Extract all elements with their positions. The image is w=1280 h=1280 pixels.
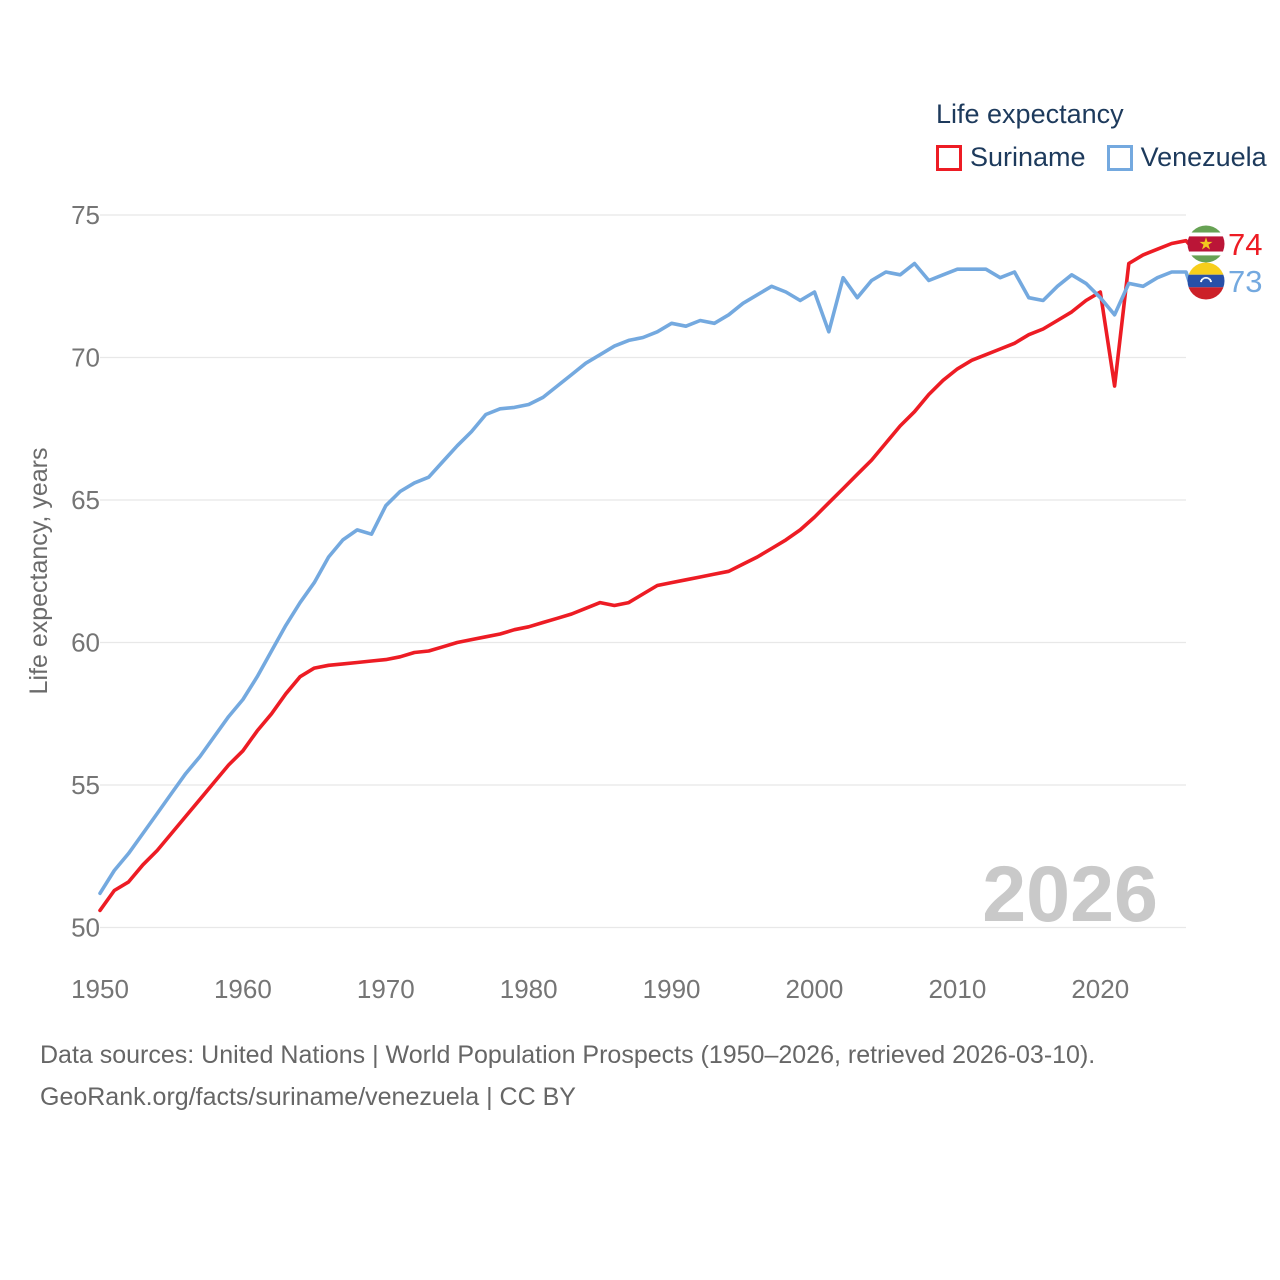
x-tick-label: 1970 [357,974,415,1004]
x-tick-label: 2000 [786,974,844,1004]
venezuela-end-value: 73 [1228,264,1262,299]
x-tick-label: 1980 [500,974,558,1004]
data-sources-text: Data sources: United Nations | World Pop… [40,1041,1096,1069]
y-tick-label: 50 [71,913,100,943]
x-tick-label: 1990 [643,974,701,1004]
y-tick-label: 70 [71,343,100,373]
x-tick-label: 2010 [928,974,986,1004]
x-tick-label: 1950 [71,974,129,1004]
legend-label-venezuela: Venezuela [1140,142,1267,172]
venezuela-stars [1200,276,1212,283]
legend-rows: Suriname Venezuela [936,142,1267,173]
gridlines [100,214,1186,929]
legend: Life expectancy Suriname Venezuela [936,99,1267,173]
suriname-star [1199,237,1213,250]
venezuela-swatch [1106,144,1133,171]
y-tick-label: 75 [71,200,100,230]
plot-area: 2026 Life expectancy, years 75 70 65 60 55 50… [25,200,1262,1004]
footer: Data sources: United Nations | World Pop… [40,1034,1095,1118]
x-tick-label: 1960 [214,974,272,1004]
suriname-end-value: 74 [1228,227,1262,262]
legend-label-suriname: Suriname [970,142,1086,172]
suriname-swatch [936,144,962,171]
suriname-line [98,238,1191,913]
y-axis-tick-labels: 75 70 65 60 55 50 [71,200,100,943]
attribution-text: GeoRank.org/facts/suriname/venezuela | C… [40,1083,576,1111]
legend-item-venezuela[interactable]: Venezuela [1106,142,1267,173]
x-tick-label: 2020 [1071,974,1129,1004]
venezuela-flag-icon [1187,262,1225,300]
y-tick-label: 65 [71,485,100,515]
venezuela-line [98,261,1191,896]
y-axis-title: Life expectancy, years [25,448,53,695]
legend-item-suriname[interactable]: Suriname [936,142,1086,173]
y-tick-label: 55 [71,770,100,800]
x-axis-tick-labels: 1950 1960 1970 1980 1990 2000 2010 2020 [71,974,1129,1004]
legend-title: Life expectancy [936,99,1124,129]
y-tick-label: 60 [71,628,100,658]
series-lines [98,238,1191,913]
watermark-year: 2026 [982,849,1158,938]
suriname-flag-icon [1187,225,1225,263]
